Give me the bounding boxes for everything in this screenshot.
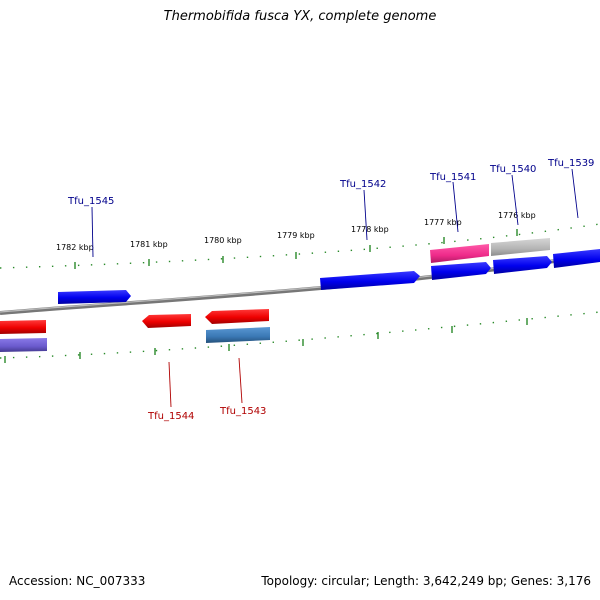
reverse-leader-lines xyxy=(168,357,243,408)
outer-tick-ring xyxy=(0,223,600,269)
tick-label-1779: 1779 kbp xyxy=(277,231,315,240)
gene-arrow-tfu-1543[interactable] xyxy=(205,309,269,324)
gene-arrow-tfu-1544[interactable] xyxy=(142,314,191,328)
leader-line-tfu-1544 xyxy=(168,361,172,408)
gene-label-tfu-1540[interactable]: Tfu_1540 xyxy=(489,164,536,175)
leader-line-tfu-1540 xyxy=(511,174,519,226)
leader-line-tfu-1539 xyxy=(571,168,579,219)
gene-arrow-tfu-1540[interactable] xyxy=(493,256,552,274)
map-title: Thermobifida fusca YX, complete genome xyxy=(163,9,437,24)
reverse-genes xyxy=(0,309,270,352)
gene-arrow-tfu-1542[interactable] xyxy=(320,271,420,290)
inner-tick-dots xyxy=(0,311,600,359)
forward-leader-lines xyxy=(91,168,579,258)
gene-arrow-tfu-1541[interactable] xyxy=(431,262,491,280)
tick-label-1777: 1777 kbp xyxy=(424,218,462,227)
gene-label-tfu-1541[interactable]: Tfu_1541 xyxy=(429,172,476,183)
tick-label-1782: 1782 kbp xyxy=(56,243,94,252)
leader-line-tfu-1545 xyxy=(91,206,94,258)
tick-label-1780: 1780 kbp xyxy=(204,236,242,245)
genome-summary: Topology: circular; Length: 3,642,249 bp… xyxy=(261,574,591,588)
leader-line-tfu-1542 xyxy=(363,189,368,241)
gene-arrow-tfu-1545[interactable] xyxy=(58,290,131,304)
gene-arrow-tfu-1541-pink[interactable] xyxy=(430,244,489,263)
gene-arrow-left-edge-lavender[interactable] xyxy=(0,338,47,352)
gene-label-tfu-1544[interactable]: Tfu_1544 xyxy=(147,411,194,422)
gene-arrow-tfu-1540-gray[interactable] xyxy=(491,238,550,256)
gene-label-tfu-1539[interactable]: Tfu_1539 xyxy=(547,158,594,169)
leader-line-tfu-1543 xyxy=(238,357,243,404)
gene-arrow-tfu-1539[interactable] xyxy=(553,249,600,268)
gene-label-tfu-1543[interactable]: Tfu_1543 xyxy=(219,406,266,417)
inner-tick-ring xyxy=(0,311,600,363)
tick-label-1778: 1778 kbp xyxy=(351,225,389,234)
tick-label-1781: 1781 kbp xyxy=(130,240,168,249)
forward-genes xyxy=(58,238,600,304)
gene-label-tfu-1545[interactable]: Tfu_1545 xyxy=(67,196,114,207)
leader-line-tfu-1541 xyxy=(452,181,459,233)
gene-label-tfu-1542[interactable]: Tfu_1542 xyxy=(339,179,386,190)
accession-info: Accession: NC_007333 xyxy=(9,574,146,588)
gene-arrow-left-edge-red[interactable] xyxy=(0,320,46,334)
gene-arrow-tfu-1543-slate[interactable] xyxy=(206,327,270,343)
